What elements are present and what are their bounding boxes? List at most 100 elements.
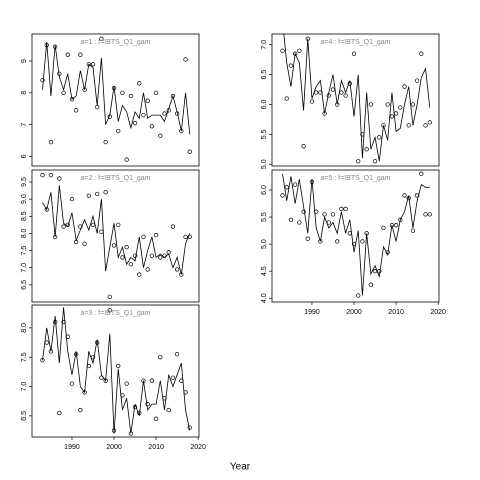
y-tick-label: 9	[21, 59, 28, 63]
data-point	[128, 431, 134, 436]
data-point	[170, 224, 176, 229]
panel-frame	[271, 33, 440, 167]
data-point	[78, 407, 83, 413]
y-tick-label: 5.0	[261, 159, 268, 169]
data-point	[364, 231, 369, 236]
data-point	[90, 62, 96, 67]
data-point	[149, 378, 155, 383]
data-point	[284, 96, 289, 101]
data-point	[162, 253, 167, 258]
data-point	[326, 93, 331, 98]
data-point	[107, 114, 112, 119]
data-point	[57, 410, 62, 416]
data-point	[419, 171, 424, 176]
data-point	[335, 239, 340, 244]
data-point	[347, 81, 352, 86]
data-point	[78, 224, 83, 229]
data-point	[389, 114, 395, 119]
y-tick-label: 5.5	[261, 129, 268, 139]
data-point	[141, 112, 146, 118]
data-point	[364, 147, 369, 152]
data-point	[95, 191, 100, 197]
data-point	[326, 220, 331, 225]
data-point	[322, 111, 327, 116]
data-point	[162, 396, 167, 401]
data-point	[309, 99, 315, 104]
data-point	[166, 407, 171, 413]
data-point	[124, 157, 129, 162]
data-point	[183, 57, 188, 62]
data-point	[423, 123, 428, 128]
data-point	[57, 176, 62, 181]
data-point	[414, 193, 420, 198]
y-tick-label: 6.5	[261, 70, 268, 80]
data-point	[137, 81, 142, 86]
data-point	[187, 425, 192, 430]
data-point	[187, 149, 192, 154]
data-point	[314, 90, 319, 95]
x-axis-title: Year	[230, 462, 251, 473]
data-point	[61, 319, 66, 325]
data-point	[116, 128, 121, 134]
x-tick-label: 2010	[148, 444, 164, 451]
y-tick-label: 9.5	[21, 177, 28, 187]
data-point	[132, 120, 138, 126]
data-point	[95, 105, 100, 110]
data-point	[377, 269, 382, 274]
panel-frame	[31, 33, 200, 167]
panel-frame	[31, 169, 200, 303]
data-point	[402, 84, 407, 89]
data-point	[288, 63, 294, 68]
data-point	[305, 236, 310, 241]
data-point	[381, 225, 386, 231]
data-point	[153, 232, 159, 238]
data-point	[52, 319, 58, 325]
data-point	[65, 52, 70, 57]
data-point	[406, 123, 411, 128]
panel-title: a=2 : f=IBTS_Q1_gam	[80, 175, 150, 182]
data-point	[141, 234, 146, 240]
data-point	[170, 375, 176, 380]
data-point	[297, 48, 302, 53]
data-point	[330, 212, 336, 217]
x-tick-label: 2020	[430, 309, 446, 316]
data-point	[99, 36, 104, 41]
data-point	[145, 267, 150, 272]
data-point	[174, 111, 180, 116]
data-point	[103, 190, 108, 195]
data-point	[427, 212, 432, 217]
data-point	[335, 102, 340, 107]
data-point	[183, 234, 188, 240]
data-point	[40, 357, 45, 363]
data-point	[166, 250, 171, 255]
y-tick-label: 7.0	[21, 382, 28, 392]
y-tick-label: 6.5	[21, 411, 28, 421]
y-tick-label: 5.0	[261, 239, 268, 249]
data-point	[48, 349, 54, 354]
panel-frame	[31, 304, 200, 438]
data-point	[318, 90, 323, 95]
fit-line	[42, 185, 191, 275]
data-point	[297, 220, 302, 225]
x-tick-label: 2000	[106, 444, 122, 451]
data-point	[385, 250, 390, 255]
data-point	[40, 77, 45, 83]
data-point	[174, 267, 180, 272]
data-point	[149, 253, 155, 258]
data-point	[301, 209, 306, 214]
y-tick-label: 8	[21, 91, 28, 95]
data-point	[132, 253, 138, 258]
data-point	[339, 206, 344, 212]
data-point	[153, 90, 159, 95]
data-point	[410, 228, 416, 233]
panel-plot	[40, 36, 192, 162]
data-point	[86, 62, 91, 67]
data-point	[44, 340, 49, 345]
data-point	[48, 172, 54, 178]
data-point	[44, 207, 49, 212]
data-point	[158, 255, 163, 260]
data-point	[305, 36, 310, 41]
data-point	[103, 139, 108, 145]
data-point	[423, 212, 428, 217]
y-tick-label: 7.5	[21, 246, 28, 256]
